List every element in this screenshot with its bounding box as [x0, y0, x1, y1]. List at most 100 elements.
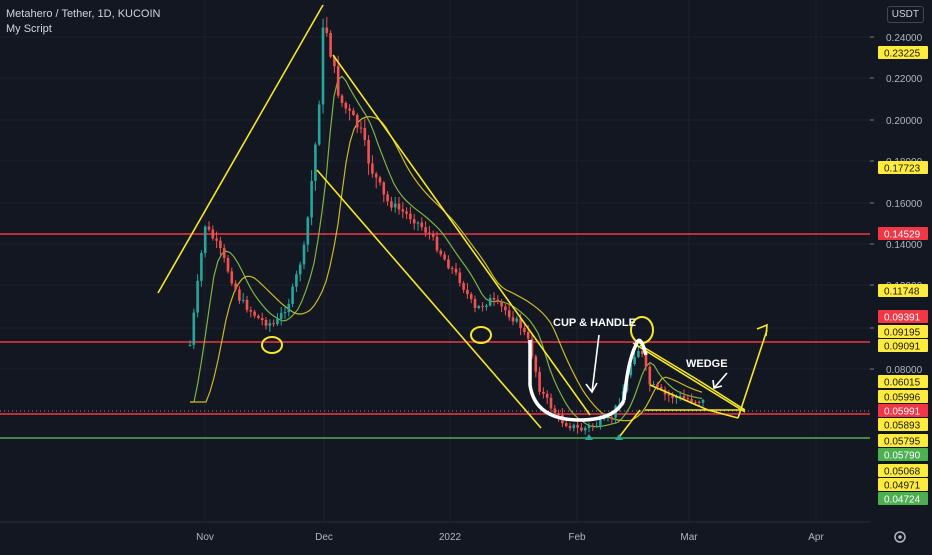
candle-body-87	[519, 318, 522, 328]
currency-badge[interactable]: USDT	[886, 6, 924, 23]
trendline-4	[632, 342, 746, 413]
circle-marker-jan	[470, 326, 492, 344]
candle-body-135	[701, 399, 705, 403]
candle-body-94	[545, 393, 549, 398]
candle-body-116	[629, 364, 633, 376]
price-label-11: 0.05795	[884, 437, 921, 448]
candle-body-24	[279, 312, 283, 319]
grid	[0, 0, 870, 522]
breakout-arrow-head	[756, 323, 768, 337]
candle-body-64	[431, 233, 435, 237]
candle-body-92	[538, 371, 541, 392]
candle-body-73	[466, 289, 469, 295]
candle-body-61	[420, 222, 424, 228]
candle-body-23	[276, 318, 279, 325]
price-label-12: 0.05790	[884, 451, 921, 462]
price-label-bg-0	[878, 46, 928, 59]
candle-body-5	[207, 226, 211, 230]
candle-body-63	[428, 232, 431, 234]
candle-body-106	[591, 425, 595, 427]
trendline-8	[649, 384, 709, 411]
trendline-6	[697, 379, 746, 411]
settings-gear-icon[interactable]	[894, 531, 906, 543]
candle-body-46	[363, 128, 367, 140]
symbol-title: Metahero / Tether, 1D, KUCOIN	[6, 8, 161, 20]
candle-body-102	[576, 424, 579, 428]
candle-body-119	[640, 351, 644, 355]
price-label-bg-11	[878, 434, 928, 447]
circle-marker-nov	[261, 336, 283, 354]
candle-body-44	[355, 115, 359, 128]
candle-body-19	[260, 318, 264, 321]
price-label-bg-13	[878, 464, 928, 477]
candle-body-78	[485, 305, 488, 307]
price-axis[interactable]: 0.240000.220000.200000.180000.160000.140…	[870, 0, 932, 550]
moving-averages	[190, 75, 703, 428]
candle-body-31	[306, 217, 310, 245]
y-tick-label-8: 0.08000	[886, 365, 923, 376]
price-label-6: 0.09091	[884, 342, 921, 353]
candle-body-109	[602, 417, 606, 420]
candle-body-13	[238, 289, 241, 301]
candle-body-133	[694, 401, 697, 403]
price-label-bg-9	[878, 404, 928, 417]
candle-body-11	[230, 271, 234, 284]
price-label-bg-4	[878, 310, 928, 323]
candle-body-130	[682, 396, 686, 399]
candles	[188, 16, 705, 435]
price-label-7: 0.06015	[884, 378, 921, 389]
candle-body-80	[492, 297, 496, 300]
annotation-0: CUP & HANDLE	[553, 317, 636, 329]
price-label-bg-5	[878, 325, 928, 338]
x-tick-label-4: Mar	[680, 532, 698, 543]
cup-arrow-head	[585, 382, 598, 394]
candle-body-36	[325, 27, 329, 33]
signal-triangle-up	[615, 434, 623, 440]
candle-body-111	[610, 417, 614, 419]
candle-body-71	[458, 272, 462, 283]
time-axis[interactable]: Nov Dec 2022 Feb Mar Apr	[0, 521, 906, 550]
candle-body-20	[264, 320, 268, 326]
candle-body-53	[390, 201, 393, 208]
candle-body-93	[542, 391, 545, 394]
y-tick-label-4: 0.16000	[886, 199, 923, 210]
candle-body-103	[580, 427, 583, 431]
ma-slow-line	[190, 115, 703, 422]
trendline-3	[534, 337, 591, 416]
candle-body-6	[211, 229, 215, 239]
candle-body-84	[507, 310, 511, 318]
wedge-arrow-shaft	[713, 372, 728, 389]
candle-body-37	[329, 32, 332, 57]
candle-body-48	[371, 163, 374, 174]
time-axis-bg	[0, 522, 870, 550]
candle-body-9	[222, 247, 226, 259]
x-tick-label-0: Nov	[196, 532, 214, 543]
candle-body-104	[583, 427, 587, 431]
candle-body-0	[188, 344, 192, 346]
candle-body-51	[382, 182, 386, 195]
candle-body-55	[397, 203, 401, 210]
price-label-2: 0.14529	[884, 230, 921, 241]
x-tick-label-2: 2022	[439, 532, 462, 543]
candle-body-132	[690, 399, 693, 402]
candle-body-118	[637, 351, 640, 357]
candle-body-101	[572, 424, 576, 429]
candle-body-108	[599, 419, 602, 426]
candle-body-120	[644, 354, 648, 367]
price-label-8: 0.05996	[884, 393, 921, 404]
candle-body-22	[272, 323, 275, 325]
candle-body-57	[405, 211, 408, 214]
candle-body-21	[268, 323, 272, 326]
trendline-10	[737, 329, 768, 419]
trendline-1	[332, 54, 536, 339]
candle-body-10	[226, 258, 230, 272]
y-tick-label-2: 0.20000	[886, 116, 923, 127]
candle-body-14	[241, 299, 245, 301]
candle-body-88	[523, 327, 526, 333]
y-tick-label-5: 0.14000	[886, 240, 923, 251]
candle-body-15	[245, 299, 249, 311]
x-tick-label-1: Dec	[315, 532, 333, 543]
candle-body-89	[526, 332, 530, 339]
